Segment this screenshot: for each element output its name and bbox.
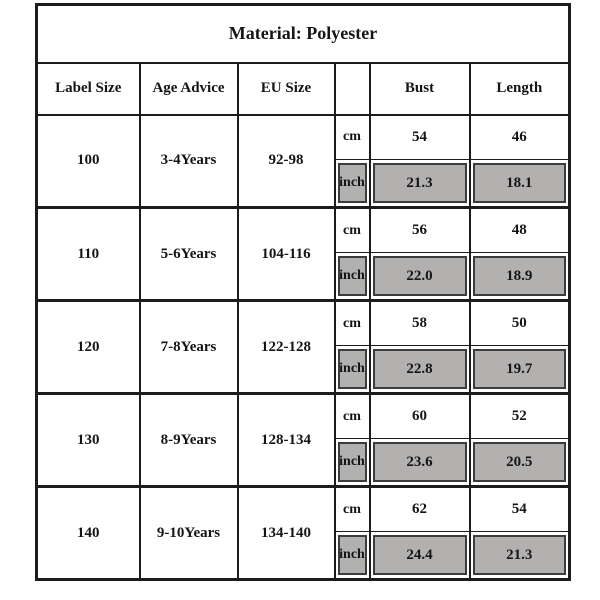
bust-inch-cell: 23.6	[368, 438, 471, 488]
length-inch-cell: 20.5	[468, 438, 571, 488]
label-size-cell: 130	[35, 392, 141, 488]
age-advice-cell: 7-8Years	[138, 299, 239, 395]
table-row: inch 23.6 20.5	[37, 438, 571, 488]
unit-label-cm: cm	[333, 485, 371, 532]
bust-cm-cell: 58	[368, 299, 471, 346]
unit-label-inch: inch	[333, 252, 371, 302]
col-header-unit	[333, 61, 371, 116]
eu-size-cell: 122-128	[236, 299, 336, 395]
table-row: inch 22.0 18.9	[37, 252, 571, 302]
col-header-length: Length	[468, 61, 571, 116]
age-advice-cell: 8-9Years	[138, 392, 239, 488]
label-size-cell: 100	[35, 113, 141, 209]
table-row: 130 8-9Years 128-134 cm 60 52	[35, 392, 571, 488]
unit-label-inch: inch	[333, 345, 371, 395]
eu-size-cell: 128-134	[236, 392, 336, 488]
table-row: 140 9-10Years 134-140 cm 62 54	[35, 485, 571, 581]
col-header-bust: Bust	[368, 61, 471, 116]
table-row: 120 7-8Years 122-128 cm 58 50	[35, 299, 571, 395]
length-cm-cell: 50	[468, 299, 571, 346]
bust-cm-cell: 54	[368, 113, 471, 160]
bust-inch-cell: 22.8	[368, 345, 471, 395]
eu-size-cell: 92-98	[236, 113, 336, 209]
length-cm-cell: 48	[468, 206, 571, 253]
unit-label-cm: cm	[333, 392, 371, 439]
col-header-label-size: Label Size	[35, 61, 141, 116]
table-row: inch 21.3 18.1	[37, 159, 571, 209]
age-advice-cell: 3-4Years	[138, 113, 239, 209]
length-inch-cell: 18.9	[468, 252, 571, 302]
bust-cm-cell: 60	[368, 392, 471, 439]
unit-label-inch: inch	[333, 159, 371, 209]
unit-label-inch: inch	[333, 438, 371, 488]
length-inch-cell: 19.7	[468, 345, 571, 395]
size-chart-table: Material: Polyester Label Size Age Advic…	[35, 3, 572, 581]
size-chart: Material: Polyester Label Size Age Advic…	[35, 3, 572, 581]
table-header-row: Label Size Age Advice EU Size Bust Lengt…	[35, 61, 571, 116]
table-row: 110 5-6Years 104-116 cm 56 48	[35, 206, 571, 302]
unit-label-cm: cm	[333, 299, 371, 346]
bust-cm-cell: 56	[368, 206, 471, 253]
table-row: 100 3-4Years 92-98 cm 54 46	[35, 113, 571, 209]
length-inch-cell: 18.1	[468, 159, 571, 209]
bust-inch-cell: 24.4	[368, 531, 471, 581]
table-row: inch 24.4 21.3	[37, 531, 571, 581]
col-header-eu-size: EU Size	[236, 61, 336, 116]
col-header-age-advice: Age Advice	[138, 61, 239, 116]
length-cm-cell: 52	[468, 392, 571, 439]
age-advice-cell: 5-6Years	[138, 206, 239, 302]
table-row: Material: Polyester	[35, 3, 571, 64]
length-inch-cell: 21.3	[468, 531, 571, 581]
bust-cm-cell: 62	[368, 485, 471, 532]
unit-label-cm: cm	[333, 113, 371, 160]
table-row: inch 22.8 19.7	[37, 345, 571, 395]
length-cm-cell: 46	[468, 113, 571, 160]
bust-inch-cell: 22.0	[368, 252, 471, 302]
eu-size-cell: 134-140	[236, 485, 336, 581]
length-cm-cell: 54	[468, 485, 571, 532]
label-size-cell: 120	[35, 299, 141, 395]
bust-inch-cell: 21.3	[368, 159, 471, 209]
material-title: Material: Polyester	[35, 3, 571, 64]
label-size-cell: 110	[35, 206, 141, 302]
label-size-cell: 140	[35, 485, 141, 581]
unit-label-cm: cm	[333, 206, 371, 253]
unit-label-inch: inch	[333, 531, 371, 581]
eu-size-cell: 104-116	[236, 206, 336, 302]
age-advice-cell: 9-10Years	[138, 485, 239, 581]
